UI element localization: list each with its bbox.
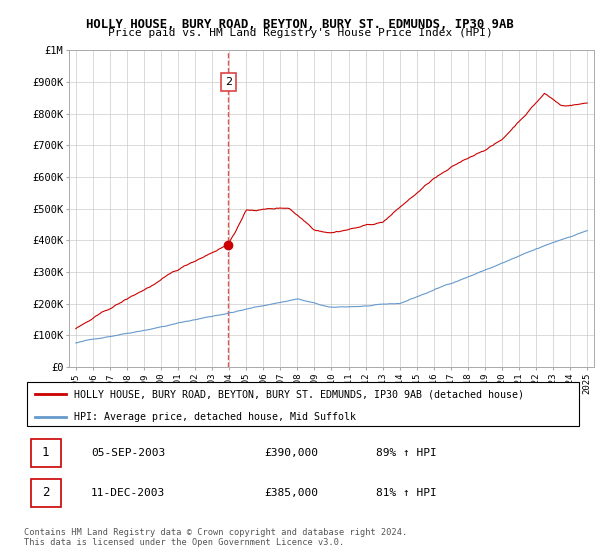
Text: HOLLY HOUSE, BURY ROAD, BEYTON, BURY ST. EDMUNDS, IP30 9AB: HOLLY HOUSE, BURY ROAD, BEYTON, BURY ST.… [86, 18, 514, 31]
FancyBboxPatch shape [31, 438, 61, 467]
Text: £385,000: £385,000 [264, 488, 318, 498]
Text: 81% ↑ HPI: 81% ↑ HPI [376, 488, 436, 498]
Text: HOLLY HOUSE, BURY ROAD, BEYTON, BURY ST. EDMUNDS, IP30 9AB (detached house): HOLLY HOUSE, BURY ROAD, BEYTON, BURY ST.… [74, 389, 524, 399]
Text: 2: 2 [42, 487, 50, 500]
Text: 89% ↑ HPI: 89% ↑ HPI [376, 448, 436, 458]
Text: 11-DEC-2003: 11-DEC-2003 [91, 488, 165, 498]
Text: £390,000: £390,000 [264, 448, 318, 458]
FancyBboxPatch shape [31, 479, 61, 507]
Text: 1: 1 [42, 446, 50, 459]
Text: 2: 2 [225, 77, 232, 87]
Text: Price paid vs. HM Land Registry's House Price Index (HPI): Price paid vs. HM Land Registry's House … [107, 28, 493, 38]
Text: HPI: Average price, detached house, Mid Suffolk: HPI: Average price, detached house, Mid … [74, 412, 356, 422]
Text: Contains HM Land Registry data © Crown copyright and database right 2024.
This d: Contains HM Land Registry data © Crown c… [24, 528, 407, 547]
Text: 05-SEP-2003: 05-SEP-2003 [91, 448, 165, 458]
FancyBboxPatch shape [27, 382, 579, 426]
